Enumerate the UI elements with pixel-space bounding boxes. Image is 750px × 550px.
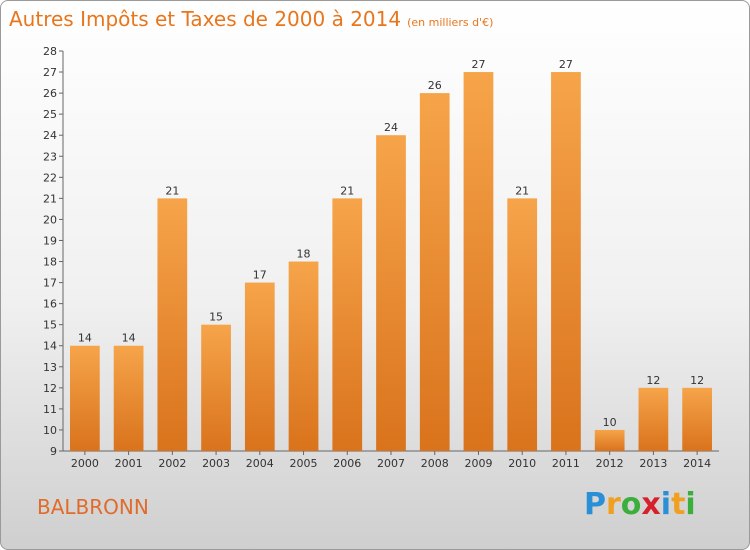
y-tick-label: 19 bbox=[43, 234, 57, 247]
bar bbox=[638, 387, 669, 451]
bar bbox=[113, 345, 144, 451]
bar-value-label: 15 bbox=[209, 311, 223, 324]
chart-title-text: Autres Impôts et Taxes de 2000 à 2014 bbox=[9, 7, 402, 31]
x-tick-label: 2000 bbox=[71, 457, 99, 470]
x-tick-label: 2002 bbox=[158, 457, 186, 470]
bar bbox=[157, 198, 188, 451]
bar-value-label: 17 bbox=[253, 269, 267, 282]
y-tick-label: 11 bbox=[43, 403, 57, 416]
bar bbox=[551, 72, 581, 451]
bar-value-label: 27 bbox=[559, 58, 573, 71]
logo-letter: o bbox=[620, 487, 642, 522]
y-tick-label: 10 bbox=[43, 424, 57, 437]
y-tick-label: 9 bbox=[50, 445, 57, 458]
chart-labels: 2000 14 2001 14 2002 21 2003 15 2004 17 2005 18 2006… bbox=[71, 58, 711, 470]
x-tick-label: 2012 bbox=[596, 457, 624, 470]
logo-letter: i bbox=[685, 487, 696, 522]
logo-letter: t bbox=[671, 487, 686, 522]
y-tick-label: 26 bbox=[43, 87, 57, 100]
chart-bars bbox=[69, 72, 713, 452]
bar-value-label: 18 bbox=[297, 248, 311, 261]
bar-value-label: 27 bbox=[471, 58, 485, 71]
x-tick-label: 2006 bbox=[333, 457, 361, 470]
y-tick-label: 18 bbox=[43, 256, 57, 269]
x-tick-label: 2008 bbox=[421, 457, 449, 470]
chart-title: Autres Impôts et Taxes de 2000 à 2014 (en… bbox=[9, 7, 493, 31]
proxiti-logo: Proxiti bbox=[584, 487, 696, 522]
y-tick-label: 24 bbox=[43, 129, 57, 142]
x-tick-label: 2011 bbox=[552, 457, 580, 470]
y-tick-label: 25 bbox=[43, 108, 57, 121]
logo-letter: x bbox=[641, 487, 661, 522]
y-tick-label: 21 bbox=[43, 192, 57, 205]
x-tick-label: 2013 bbox=[639, 457, 667, 470]
commune-name: BALBRONN bbox=[37, 495, 149, 519]
bar-value-label: 24 bbox=[384, 121, 398, 134]
logo-letter: r bbox=[606, 487, 621, 522]
logo-letter: i bbox=[660, 487, 672, 522]
x-tick-label: 2007 bbox=[377, 457, 405, 470]
bar bbox=[507, 198, 538, 451]
y-tick-label: 16 bbox=[43, 298, 57, 311]
bar bbox=[376, 135, 406, 452]
bar bbox=[288, 261, 319, 451]
bar-value-label: 14 bbox=[122, 332, 136, 345]
x-tick-label: 2001 bbox=[115, 457, 143, 470]
bar-value-label: 26 bbox=[428, 79, 442, 92]
bar bbox=[682, 387, 713, 451]
logo-letter: P bbox=[584, 487, 606, 522]
y-tick-label: 17 bbox=[43, 277, 57, 290]
bar bbox=[419, 93, 450, 452]
bar-value-label: 10 bbox=[603, 416, 617, 429]
x-tick-label: 2004 bbox=[246, 457, 274, 470]
bar bbox=[201, 324, 231, 451]
bar bbox=[69, 345, 100, 451]
y-tick-label: 15 bbox=[43, 319, 57, 332]
y-tick-label: 28 bbox=[43, 45, 57, 58]
chart-unit-label: (en milliers d'€) bbox=[407, 16, 494, 29]
bar-value-label: 21 bbox=[515, 184, 529, 197]
bar-value-label: 21 bbox=[165, 184, 179, 197]
y-tick-label: 14 bbox=[43, 340, 57, 353]
bar bbox=[463, 72, 494, 451]
y-tick-label: 22 bbox=[43, 171, 57, 184]
x-tick-label: 2005 bbox=[290, 457, 318, 470]
y-tick-label: 12 bbox=[43, 382, 57, 395]
bar-value-label: 12 bbox=[690, 374, 704, 387]
bar bbox=[244, 282, 275, 451]
bar bbox=[332, 198, 363, 451]
x-tick-label: 2009 bbox=[464, 457, 492, 470]
x-tick-label: 2003 bbox=[202, 457, 230, 470]
bar bbox=[594, 429, 625, 451]
y-tick-label: 13 bbox=[43, 361, 57, 374]
bar-value-label: 12 bbox=[646, 374, 660, 387]
bar-value-label: 14 bbox=[78, 332, 92, 345]
y-tick-label: 23 bbox=[43, 150, 57, 163]
bar-value-label: 21 bbox=[340, 184, 354, 197]
y-tick-label: 27 bbox=[43, 66, 57, 79]
chart-axes: 9 10 11 12 13 14 15 16 17 18 19 20 21 22 23 24 25 26 27 28 bbox=[43, 45, 719, 458]
y-tick-label: 20 bbox=[43, 213, 57, 226]
x-tick-label: 2010 bbox=[508, 457, 536, 470]
x-tick-label: 2014 bbox=[683, 457, 711, 470]
